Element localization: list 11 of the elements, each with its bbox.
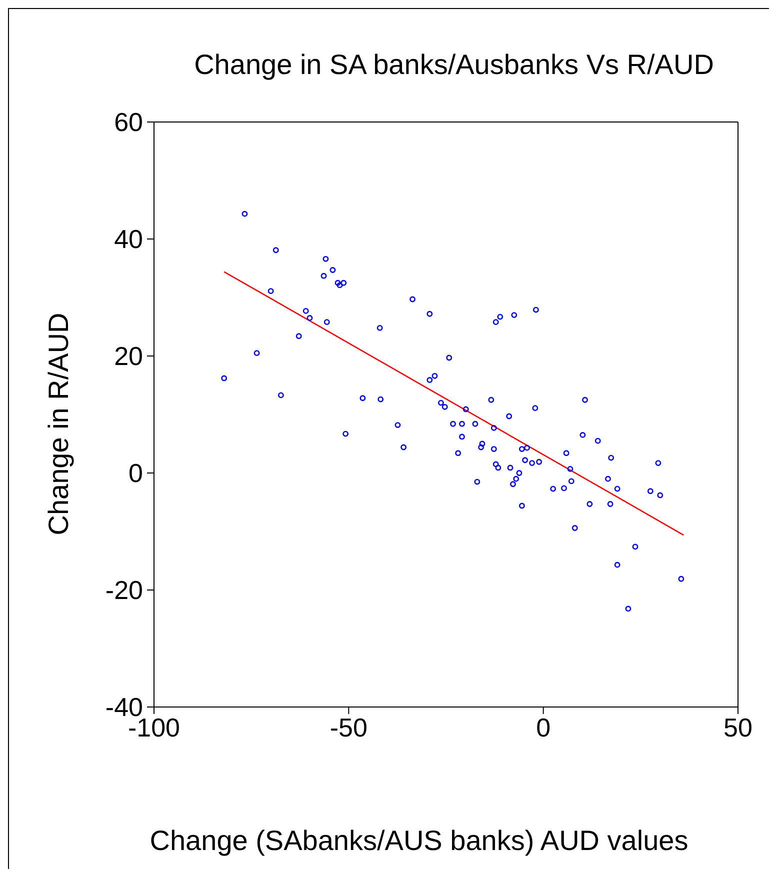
y-tick-label: 0: [128, 458, 143, 488]
x-tick-label: -50: [330, 712, 368, 742]
y-tick-label: 20: [114, 341, 143, 372]
chart-title: Change in SA banks/Ausbanks Vs R/AUD: [193, 49, 715, 81]
y-tick-label: 40: [114, 224, 143, 254]
x-axis-title: Change (SAbanks/AUS banks) AUD values: [148, 825, 690, 857]
y-axis-title: Change in R/AUD: [43, 312, 75, 536]
x-tick-label: 50: [724, 712, 752, 742]
y-tick-label: 60: [114, 107, 143, 138]
x-tick-label: 0: [536, 712, 551, 742]
y-tick-label: -20: [105, 575, 143, 606]
